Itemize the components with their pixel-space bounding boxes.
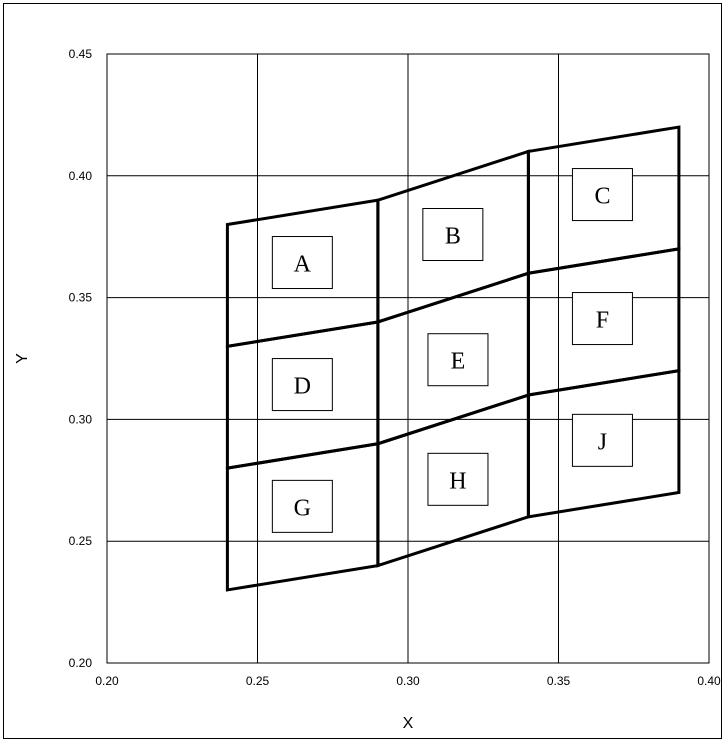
x-tick-label: 0.30 bbox=[396, 674, 420, 688]
region-label-box bbox=[571, 413, 633, 467]
x-tick-label: 0.25 bbox=[246, 674, 270, 688]
region-label-a: A bbox=[294, 252, 312, 278]
x-axis-title: X bbox=[403, 715, 414, 732]
region-label-box bbox=[271, 236, 333, 290]
x-tick-label: 0.20 bbox=[95, 674, 119, 688]
x-tick-label: 0.35 bbox=[547, 674, 571, 688]
region-label-box bbox=[422, 208, 484, 262]
region-label-box bbox=[427, 333, 489, 387]
plot-area bbox=[106, 53, 710, 664]
x-tick-label: 0.40 bbox=[697, 674, 721, 688]
y-axis-title: Y bbox=[14, 353, 31, 364]
y-tick-label: 0.25 bbox=[69, 534, 93, 548]
region-label-box bbox=[271, 358, 333, 412]
grid-lines bbox=[106, 53, 710, 664]
region-labels: A B C D E F G H J bbox=[271, 168, 633, 533]
y-tick-labels: 0.20 0.25 0.30 0.35 0.40 0.45 bbox=[69, 47, 93, 670]
region-label-h: H bbox=[449, 468, 466, 494]
region-label-g: G bbox=[294, 495, 311, 521]
region-label-b: B bbox=[445, 224, 461, 250]
region-label-box bbox=[571, 168, 633, 222]
region-label-box bbox=[427, 452, 489, 506]
y-tick-label: 0.45 bbox=[69, 47, 93, 61]
region-label-box bbox=[271, 479, 333, 533]
region-label-j: J bbox=[598, 429, 607, 455]
y-tick-label: 0.35 bbox=[69, 291, 93, 305]
region-label-box bbox=[571, 292, 633, 346]
regions bbox=[225, 125, 681, 592]
y-tick-label: 0.30 bbox=[69, 412, 93, 426]
region-label-d: D bbox=[294, 374, 311, 400]
chart-frame bbox=[3, 3, 722, 739]
y-tick-label: 0.40 bbox=[69, 169, 93, 183]
x-tick-labels: 0.20 0.25 0.30 0.35 0.40 bbox=[95, 674, 721, 688]
region-j-polygon bbox=[526, 368, 681, 519]
region-label-c: C bbox=[594, 184, 610, 210]
y-tick-label: 0.20 bbox=[69, 656, 93, 670]
region-label-f: F bbox=[596, 308, 609, 334]
region-label-e: E bbox=[451, 349, 466, 375]
